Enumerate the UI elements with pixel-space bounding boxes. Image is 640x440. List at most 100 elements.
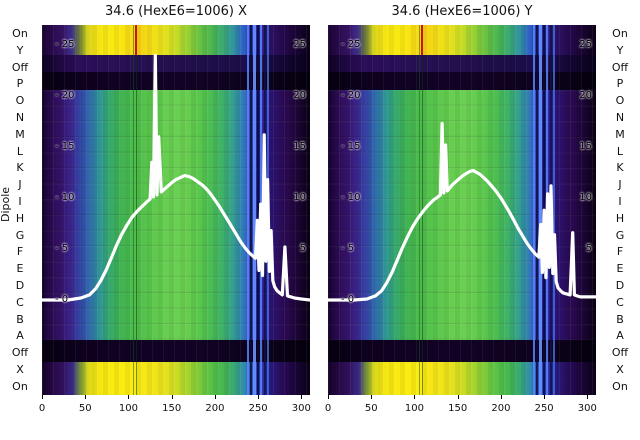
- x-tick-mark: [128, 395, 130, 399]
- row-label: E: [16, 262, 24, 276]
- vertical-stripe: [250, 25, 253, 395]
- inner-tick-label-left: - 10: [341, 192, 361, 203]
- x-tick-label: 200: [205, 403, 225, 414]
- x-tick-mark: [587, 395, 589, 399]
- row-label: I: [18, 195, 22, 208]
- row-label: F: [16, 245, 24, 259]
- inner-tick-label-left: - 5: [341, 243, 355, 254]
- row-label: L: [16, 144, 24, 158]
- x-tick-label: 0: [324, 403, 332, 414]
- inner-tick-label-left: - 5: [55, 243, 69, 254]
- inner-tick-label-right: 15: [293, 141, 306, 152]
- x-tick-label: 100: [404, 403, 424, 414]
- inner-tick-label-left: - 0: [55, 294, 69, 305]
- row-label: A: [16, 329, 24, 343]
- vertical-stripe: [246, 25, 249, 395]
- x-tick-label: 200: [491, 403, 511, 414]
- profile-curve: [328, 121, 596, 302]
- band-top-y: [328, 55, 596, 72]
- x-tick-mark: [500, 395, 502, 399]
- x-tick-mark: [457, 395, 459, 399]
- inner-tick-label-left: - 20: [341, 90, 361, 101]
- x-tick-label: 50: [78, 403, 92, 414]
- vertical-stripe: [257, 25, 259, 395]
- inner-tick-label-right: 5: [585, 243, 592, 254]
- panel-title-y: 34.6 (HexE6=1006) Y: [391, 4, 533, 19]
- inner-tick-label-right: 20: [579, 90, 592, 101]
- row-label: D: [615, 279, 625, 292]
- row-label: Off: [611, 60, 629, 74]
- x-tick-label: 150: [162, 403, 182, 414]
- x-tick-mark: [371, 395, 373, 399]
- red-mark: [135, 25, 138, 55]
- x-tick-mark: [328, 395, 329, 399]
- row-label: I: [618, 195, 622, 208]
- row-label: X: [616, 363, 624, 376]
- inner-tick-label-left: - 15: [55, 141, 75, 152]
- row-label: N: [15, 111, 25, 124]
- row-label: H: [15, 211, 25, 225]
- row-label: Off: [611, 346, 629, 360]
- row-label: J: [618, 178, 622, 192]
- vertical-stripe: [253, 25, 257, 395]
- row-label: F: [616, 245, 624, 259]
- row-label: C: [16, 295, 24, 309]
- heatmap-panel-y: - 25 25 - 20 20 - 15 15 - 10 10 - 5 5 - 0: [328, 25, 596, 395]
- x-tick-mark: [171, 395, 173, 399]
- band-top-off: [328, 72, 596, 90]
- x-tick-label: 150: [448, 403, 468, 414]
- x-tick-label: 250: [248, 403, 268, 414]
- row-label: P: [16, 77, 24, 91]
- row-label: E: [616, 262, 624, 276]
- row-label: On: [612, 27, 628, 40]
- x-tick-mark: [544, 395, 546, 399]
- band-bottom-off: [328, 340, 596, 362]
- x-tick-label: 0: [38, 403, 46, 414]
- heatmap-panel-x: - 25 25 - 20 20 - 15 15 - 10 10 - 5 5 - 0: [42, 25, 310, 395]
- vertical-stripe: [552, 25, 555, 395]
- vertical-stripe: [539, 25, 543, 395]
- row-label: B: [616, 312, 624, 326]
- row-label: On: [12, 27, 28, 40]
- inner-tick-label-right: 25: [293, 39, 306, 50]
- row-label: Off: [11, 60, 29, 74]
- row-labels-right: On Y Off P O N M L K J I H G F E D C B A Off X On: [603, 25, 637, 395]
- inner-tick-label-left: - 0: [341, 294, 355, 305]
- row-labels-left: On Y Off P O N M L K J I H G F E D C B A Off X On: [3, 25, 37, 395]
- vertical-stripe: [418, 25, 420, 395]
- x-tick-label: 300: [577, 403, 597, 414]
- row-label: M: [615, 127, 625, 141]
- row-label: P: [616, 77, 624, 91]
- row-label: K: [16, 161, 24, 175]
- row-label: On: [612, 379, 628, 393]
- row-label: Off: [11, 346, 29, 360]
- vertical-stripe: [532, 25, 535, 395]
- vertical-stripe: [132, 25, 134, 395]
- row-label: O: [615, 94, 625, 108]
- row-label: G: [15, 228, 25, 242]
- inner-tick-label-right: 10: [579, 192, 592, 203]
- vertical-stripe: [536, 25, 539, 395]
- inner-tick-label-right: 20: [293, 90, 306, 101]
- x-tick-mark: [258, 395, 260, 399]
- band-bottom-off: [42, 340, 310, 362]
- band-top-off: [42, 72, 310, 90]
- inner-tick-label-right: 25: [579, 39, 592, 50]
- row-label: On: [12, 379, 28, 393]
- x-tick-mark: [85, 395, 87, 399]
- band-top-y: [42, 55, 310, 72]
- inner-tick-label-right: 10: [293, 192, 306, 203]
- inner-tick-label-left: - 25: [341, 39, 361, 50]
- red-mark: [421, 25, 424, 55]
- x-tick-mark: [42, 395, 43, 399]
- inner-tick-label-right: 15: [579, 141, 592, 152]
- row-label: B: [16, 312, 24, 326]
- x-tick-mark: [414, 395, 416, 399]
- x-axis-left-panel: 0 50 100 150 200 250 300: [39, 395, 311, 429]
- profile-curve: [42, 53, 310, 302]
- row-label: M: [15, 127, 25, 141]
- x-tick-mark: [301, 395, 303, 399]
- row-label: H: [615, 211, 625, 225]
- inner-tick-label-left: - 20: [55, 90, 75, 101]
